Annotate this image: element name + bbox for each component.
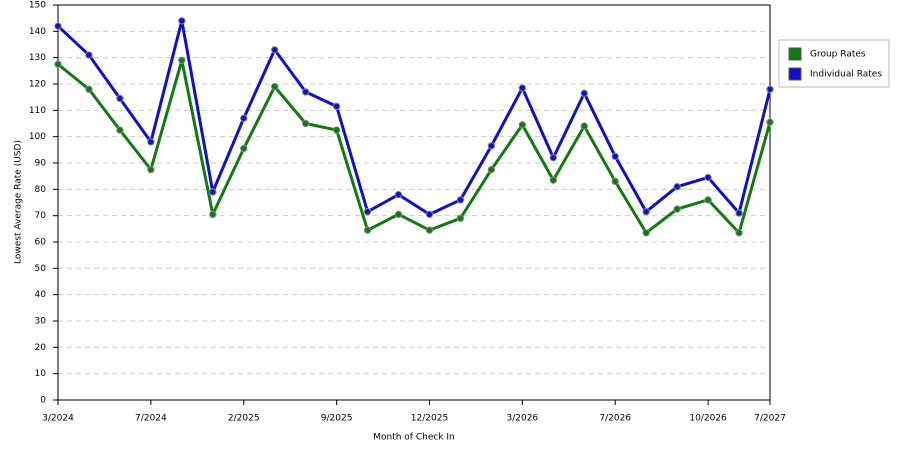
data-point: [209, 210, 217, 219]
y-tick-label: 90: [35, 159, 47, 169]
data-point: [240, 114, 248, 122]
data-point: [85, 85, 93, 93]
data-point: [611, 177, 619, 186]
data-point: [54, 60, 62, 68]
data-point: [456, 196, 465, 204]
data-point: [487, 165, 496, 174]
data-point: [425, 210, 434, 219]
data-point: [116, 126, 124, 134]
data-point: [301, 88, 310, 96]
y-tick-label: 130: [29, 53, 46, 63]
legend-swatch: [788, 47, 802, 61]
data-point: [394, 210, 403, 219]
data-point: [642, 229, 650, 237]
y-tick-label: 140: [29, 27, 46, 37]
data-point: [611, 152, 619, 161]
legend-label: Group Rates: [810, 50, 866, 60]
data-point: [704, 196, 712, 204]
data-point: [735, 209, 743, 217]
data-point: [270, 82, 279, 91]
data-point: [85, 51, 93, 59]
x-tick-label: 7/2027: [754, 414, 786, 424]
data-point: [301, 119, 310, 128]
y-tick-label: 40: [35, 290, 47, 300]
data-point: [332, 126, 341, 134]
y-tick-label: 60: [35, 238, 47, 248]
x-tick-label: 10/2026: [689, 414, 727, 424]
y-tick-label: 30: [35, 317, 47, 327]
x-tick-label: 7/2024: [135, 414, 167, 424]
y-tick-label: 150: [29, 1, 46, 11]
x-axis-title: Month of Check In: [373, 433, 455, 443]
data-point: [580, 122, 588, 130]
x-tick-label: 3/2024: [42, 414, 74, 424]
y-tick-label: 80: [35, 185, 47, 195]
data-point: [642, 208, 650, 216]
data-point: [363, 226, 372, 234]
data-point: [178, 56, 186, 64]
data-point: [54, 22, 62, 30]
data-point: [209, 188, 217, 196]
data-point: [704, 173, 712, 182]
data-point: [580, 89, 588, 97]
legend-swatch: [788, 67, 802, 81]
x-tick-label: 7/2026: [599, 414, 631, 424]
y-tick-label: 100: [29, 132, 46, 142]
data-point: [332, 102, 341, 111]
data-point: [518, 121, 527, 129]
data-point: [363, 208, 372, 216]
y-tick-label: 10: [35, 369, 47, 379]
series-line: [57, 58, 772, 235]
x-tick-label: 2/2025: [228, 414, 260, 424]
y-tick-label: 50: [35, 264, 47, 274]
y-axis-title: Lowest Average Rate (USD): [14, 140, 24, 264]
x-tick-label: 12/2025: [411, 414, 448, 424]
data-point: [425, 226, 434, 234]
data-point: [673, 205, 681, 213]
data-point: [394, 190, 403, 199]
data-point: [673, 183, 681, 191]
x-tick-label: 9/2025: [321, 414, 353, 424]
legend-label: Individual Rates: [810, 70, 882, 80]
data-point: [766, 118, 774, 126]
plot-frame: [57, 4, 771, 401]
y-tick-label: 20: [35, 343, 47, 353]
y-tick-label: 0: [40, 396, 46, 406]
data-point: [766, 85, 774, 93]
data-point: [147, 165, 155, 174]
x-tick-label: 3/2026: [507, 414, 539, 424]
data-point: [240, 144, 248, 153]
data-point: [487, 142, 496, 150]
series-line: [56, 19, 772, 216]
data-point: [147, 138, 155, 146]
data-point: [549, 154, 558, 162]
data-point: [735, 229, 743, 237]
y-tick-label: 70: [35, 211, 47, 221]
data-point: [270, 46, 279, 54]
y-tick-label: 110: [29, 106, 46, 116]
data-point: [549, 176, 558, 184]
data-point: [116, 94, 124, 103]
data-point: [456, 214, 465, 223]
data-point: [178, 17, 186, 25]
y-tick-label: 120: [29, 80, 46, 90]
data-point: [518, 84, 527, 92]
